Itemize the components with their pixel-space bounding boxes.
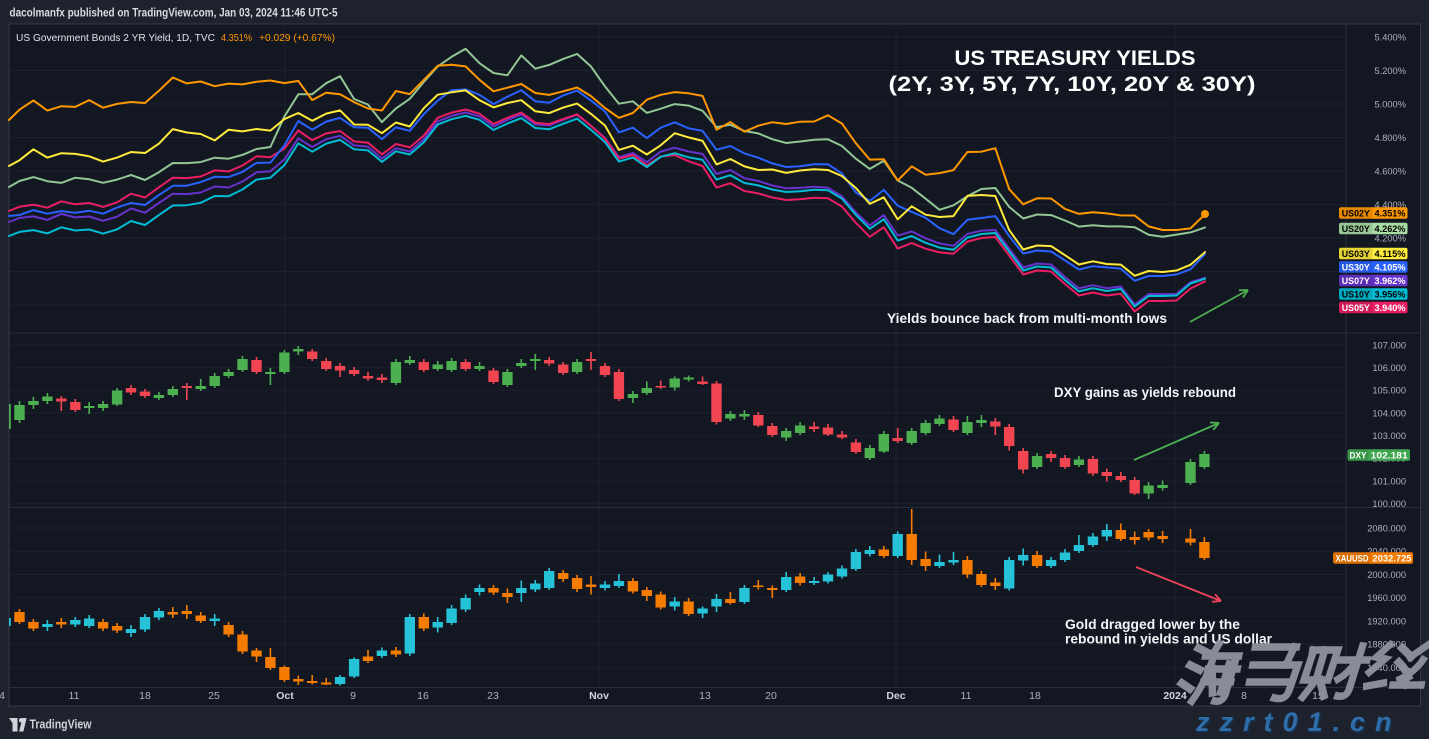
svg-text:104.000: 104.000 xyxy=(1372,408,1406,418)
svg-text:100.000: 100.000 xyxy=(1372,499,1406,509)
svg-text:DXY gains as yields rebound: DXY gains as yields rebound xyxy=(1054,384,1236,400)
svg-text:Nov: Nov xyxy=(589,690,609,702)
svg-text:4.800%: 4.800% xyxy=(1374,133,1406,143)
svg-text:2024: 2024 xyxy=(1163,690,1187,702)
svg-text:US30Y: US30Y xyxy=(1342,263,1370,273)
svg-text:4.351%: 4.351% xyxy=(1375,209,1406,219)
svg-text:rebound in yields and US dolla: rebound in yields and US dollar xyxy=(1065,631,1273,647)
svg-text:Oct: Oct xyxy=(276,690,294,702)
svg-text:US02Y: US02Y xyxy=(1342,209,1370,219)
svg-text:2000.000: 2000.000 xyxy=(1367,570,1406,580)
svg-text:US07Y: US07Y xyxy=(1342,276,1370,286)
svg-text:2032.725: 2032.725 xyxy=(1373,554,1412,564)
svg-text:5.400%: 5.400% xyxy=(1374,32,1406,42)
svg-text:25: 25 xyxy=(208,690,220,702)
svg-text:3.940%: 3.940% xyxy=(1375,303,1406,313)
svg-text:107.000: 107.000 xyxy=(1372,340,1406,350)
svg-text:5.000%: 5.000% xyxy=(1374,99,1406,109)
svg-text:5.200%: 5.200% xyxy=(1374,66,1406,76)
svg-text:13: 13 xyxy=(699,690,711,702)
svg-text:4.262%: 4.262% xyxy=(1375,224,1406,234)
svg-text:XAUUSD: XAUUSD xyxy=(1336,554,1369,564)
svg-text:20: 20 xyxy=(765,690,777,702)
svg-text:US10Y: US10Y xyxy=(1342,290,1370,300)
svg-text:11: 11 xyxy=(69,690,80,702)
svg-text:2080.000: 2080.000 xyxy=(1367,523,1406,533)
svg-text:8: 8 xyxy=(1241,690,1247,702)
svg-text:4.200%: 4.200% xyxy=(1374,233,1406,243)
svg-text:18: 18 xyxy=(1029,690,1041,702)
svg-text:dacolmanfx published on Tradin: dacolmanfx published on TradingView.com,… xyxy=(10,8,339,20)
svg-text:1920.000: 1920.000 xyxy=(1367,616,1406,626)
svg-text:106.000: 106.000 xyxy=(1372,363,1406,373)
svg-text:105.000: 105.000 xyxy=(1372,386,1406,396)
svg-text:11: 11 xyxy=(961,690,972,702)
svg-text:(2Y, 3Y, 5Y, 7Y, 10Y, 20Y & 30: (2Y, 3Y, 5Y, 7Y, 10Y, 20Y & 30Y) xyxy=(889,73,1256,96)
svg-text:zzrt01.cn: zzrt01.cn xyxy=(1197,709,1404,739)
svg-text:Yields bounce back from multi-: Yields bounce back from multi-month lows xyxy=(887,310,1167,326)
svg-text:DXY: DXY xyxy=(1350,451,1367,461)
svg-text:102.181: 102.181 xyxy=(1371,451,1408,461)
svg-text:US TREASURY YIELDS: US TREASURY YIELDS xyxy=(955,47,1196,70)
svg-text:US03Y: US03Y xyxy=(1342,249,1370,259)
svg-text:Dec: Dec xyxy=(886,690,905,702)
svg-text:9: 9 xyxy=(350,690,356,702)
svg-text:18: 18 xyxy=(139,690,151,702)
svg-text:US20Y: US20Y xyxy=(1342,224,1370,234)
svg-text:103.000: 103.000 xyxy=(1372,431,1406,441)
svg-text:15: 15 xyxy=(1312,690,1324,702)
svg-text:Gold dragged lower by the: Gold dragged lower by the xyxy=(1065,616,1240,632)
svg-text:4.105%: 4.105% xyxy=(1375,263,1406,273)
svg-text:16: 16 xyxy=(417,690,429,702)
svg-text:23: 23 xyxy=(487,690,499,702)
svg-text:4.115%: 4.115% xyxy=(1375,249,1406,259)
svg-text:1960.000: 1960.000 xyxy=(1367,593,1406,603)
svg-text:1840.000: 1840.000 xyxy=(1367,663,1406,673)
svg-text:4.400%: 4.400% xyxy=(1374,200,1406,210)
svg-text:+0.029 (+0.67%): +0.029 (+0.67%) xyxy=(259,32,335,44)
svg-text:101.000: 101.000 xyxy=(1372,476,1406,486)
svg-text:2040.000: 2040.000 xyxy=(1367,547,1406,557)
svg-text:4: 4 xyxy=(0,690,5,702)
svg-text:3.956%: 3.956% xyxy=(1375,290,1406,300)
svg-text:4.351%: 4.351% xyxy=(221,32,252,44)
svg-text:US Government Bonds 2 YR Yield: US Government Bonds 2 YR Yield, 1D, TVC xyxy=(16,32,215,44)
svg-text:TradingView: TradingView xyxy=(30,716,93,731)
svg-text:US05Y: US05Y xyxy=(1342,303,1370,313)
svg-text:zzrt01.cn: zzrt01.cn xyxy=(1195,707,1402,737)
svg-text:3.962%: 3.962% xyxy=(1375,276,1406,286)
svg-text:4.600%: 4.600% xyxy=(1374,166,1406,176)
